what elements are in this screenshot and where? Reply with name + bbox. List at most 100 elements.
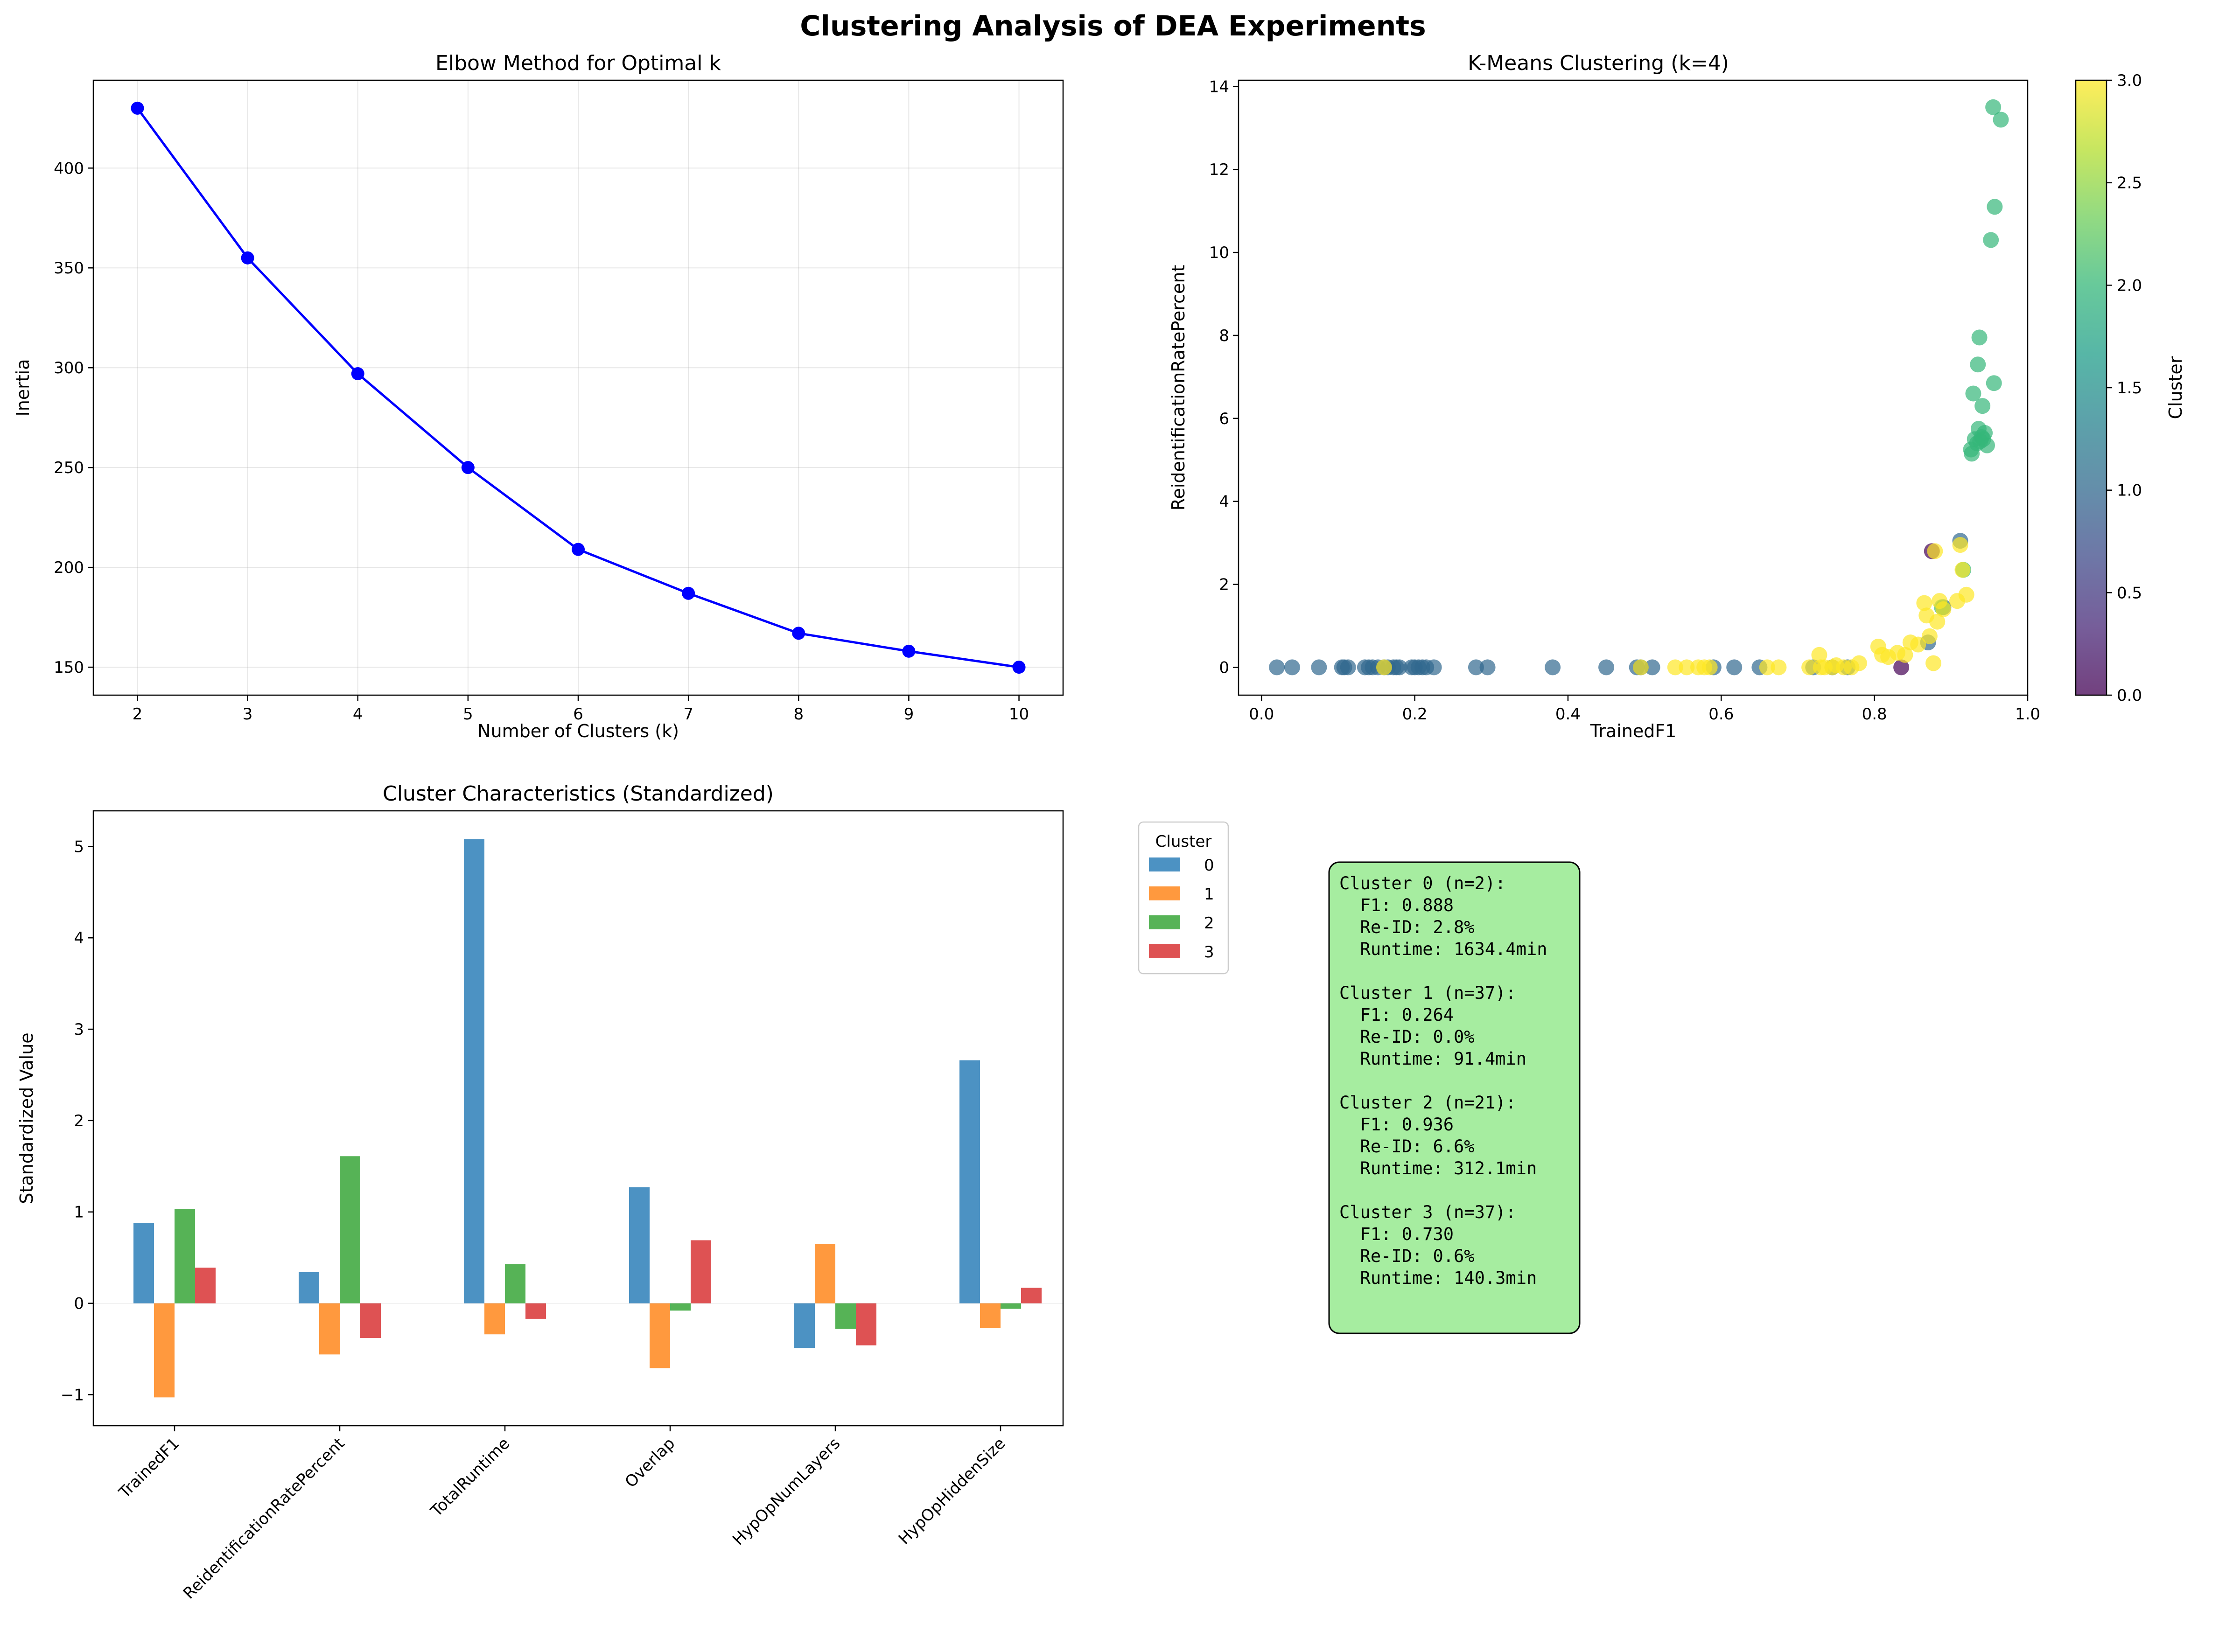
scatter-point-39 (1985, 99, 2002, 115)
scatter-xtick-label-0: 0.0 (1249, 705, 1274, 724)
legend-label-cluster-1: 1 (1204, 885, 1214, 904)
elbow-chart: Elbow Method for Optimal k 2 3 4 5 6 7 8 9 10 150… (13, 51, 1064, 741)
scatter-point-40 (1993, 112, 2009, 128)
elbow-xtick-label-4: 4 (353, 705, 363, 724)
legend-swatch-cluster-1 (1149, 886, 1180, 900)
scatter-point-43 (1971, 329, 1988, 346)
scatter-point-29 (1644, 659, 1660, 676)
bar-Overlap-cluster-1 (650, 1303, 670, 1368)
bar-ytick-label-5: 5 (74, 837, 84, 856)
scatter-point-69 (1801, 659, 1818, 676)
summary-cluster-1-reid: Re-ID: 0.0% (1339, 1027, 1475, 1047)
legend-label-cluster-2: 2 (1204, 914, 1214, 933)
scatter-point-47 (1974, 398, 1991, 414)
bar-HypOpNumLayers-cluster-1 (815, 1244, 835, 1303)
legend-label-cluster-0: 0 (1204, 856, 1214, 875)
scatter-xtick-label-0.8: 0.8 (1862, 705, 1887, 724)
bar-Overlap-cluster-0 (629, 1187, 650, 1303)
scatter-xtick-label-0.6: 0.6 (1708, 705, 1734, 724)
scatter-xtick-label-0.4: 0.4 (1555, 705, 1581, 724)
elbow-xtick-label-8: 8 (793, 705, 804, 724)
bar-frame (92, 810, 1064, 1427)
legend-swatch-cluster-3 (1149, 944, 1180, 958)
scatter-ticks: 0.0 0.2 0.4 0.6 0.8 1.0 0 2 4 6 8 10 12 14 (1209, 77, 2040, 724)
elbow-xtick-label-5: 5 (463, 705, 473, 724)
scatter-point-42 (1983, 232, 1999, 248)
scatter-ytick-label-6: 6 (1219, 410, 1229, 428)
scatter-point-46 (1965, 385, 1981, 402)
bar-HypOpNumLayers-cluster-2 (835, 1303, 856, 1329)
elbow-xtick-label-3: 3 (243, 705, 253, 724)
bar-TotalRuntime-cluster-2 (505, 1264, 525, 1303)
bar-ReidentificationRatePercent-cluster-0 (299, 1272, 319, 1303)
scatter-point-74 (1851, 655, 1867, 671)
bar-HypOpHiddenSize-cluster-2 (1001, 1303, 1021, 1309)
scatter-point-62 (1667, 659, 1683, 676)
legend-swatch-cluster-0 (1149, 857, 1180, 871)
elbow-title: Elbow Method for Optimal k (435, 51, 721, 75)
elbow-point-k8 (792, 627, 805, 640)
elbow-grid (93, 80, 1063, 695)
scatter-ylabel: ReidentificationRatePercent (1168, 265, 1189, 511)
summary-cluster-0-header: Cluster 0 (n=2): (1339, 873, 1505, 893)
scatter-point-84 (1921, 628, 1938, 644)
elbow-point-k7 (682, 586, 695, 600)
scatter-point-45 (1986, 375, 2002, 391)
bar-ReidentificationRatePercent-cluster-2 (340, 1156, 360, 1303)
elbow-xlabel: Number of Clusters (k) (477, 721, 679, 741)
scatter-point-22 (1426, 659, 1442, 676)
bar-TrainedF1-cluster-0 (133, 1223, 154, 1303)
colorbar-tick-label-1: 1.0 (2117, 481, 2142, 500)
scatter-point-16 (1391, 659, 1407, 676)
scatter-point-23 (1468, 659, 1484, 676)
scatter-point-86 (1927, 543, 1943, 559)
bar-ytick-label-0: 0 (74, 1295, 84, 1313)
summary-cluster-0-runtime: Runtime: 1634.4min (1339, 939, 1547, 959)
scatter-frame (1238, 79, 2029, 696)
elbow-point-k10 (1012, 661, 1026, 674)
cluster-characteristics-chart: Cluster Characteristics (Standardized) −… (16, 782, 1229, 1603)
bar-TotalRuntime-cluster-1 (484, 1303, 505, 1335)
scatter-point-81 (1910, 636, 1926, 653)
elbow-ytick-label-150: 150 (54, 658, 84, 677)
colorbar-tick-label-1.5: 1.5 (2117, 379, 2142, 397)
elbow-points (131, 101, 1026, 674)
colorbar-tick-label-0: 0.0 (2117, 686, 2142, 705)
bar-HypOpHiddenSize-cluster-3 (1021, 1288, 1042, 1303)
summary-cluster-3-runtime: Runtime: 140.3min (1339, 1268, 1537, 1288)
scatter-xtick-label-1: 1.0 (2015, 705, 2040, 724)
scatter-point-94 (1813, 659, 1829, 676)
scatter-point-3 (1284, 659, 1300, 676)
bar-category-label-TotalRuntime: TotalRuntime (427, 1434, 514, 1521)
bar-ytick-label-3: 3 (74, 1020, 84, 1039)
bar-TrainedF1-cluster-2 (175, 1209, 195, 1303)
legend-title: Cluster (1155, 832, 1212, 851)
elbow-ytick-label-200: 200 (54, 558, 84, 577)
elbow-ytick-label-350: 350 (54, 259, 84, 278)
elbow-ticks: 2 3 4 5 6 7 8 9 10 150 200 250 300 350 400 (54, 159, 1029, 724)
scatter-point-70 (1811, 647, 1827, 663)
scatter-point-44 (1970, 356, 1986, 373)
summary-cluster-3-reid: Re-ID: 0.6% (1339, 1246, 1475, 1266)
colorbar-tick-label-2.5: 2.5 (2117, 174, 2142, 193)
bar-HypOpNumLayers-cluster-3 (856, 1303, 876, 1345)
bar-ytick-label-1: 1 (74, 1203, 84, 1222)
scatter-xlabel: TrainedF1 (1590, 721, 1677, 741)
scatter-point-96 (1835, 659, 1852, 676)
bar-legend: Cluster 0 1 2 3 (1138, 821, 1229, 975)
scatter-point-26 (1598, 659, 1615, 676)
figure-suptitle: Clustering Analysis of DEA Experiments (800, 10, 1426, 42)
bar-TotalRuntime-cluster-3 (525, 1303, 546, 1319)
colorbar-tick-label-0.5: 0.5 (2117, 584, 2142, 602)
elbow-frame (92, 79, 1064, 696)
bar-ReidentificationRatePercent-cluster-1 (319, 1303, 340, 1355)
scatter-point-66 (1701, 659, 1718, 676)
bar-TrainedF1-cluster-3 (195, 1268, 216, 1303)
bar-HypOpNumLayers-cluster-0 (794, 1303, 815, 1348)
elbow-xtick-label-9: 9 (904, 705, 914, 724)
summary-background (1328, 861, 1581, 1334)
summary-cluster-1-runtime: Runtime: 91.4min (1339, 1049, 1526, 1069)
scatter-ytick-label-0: 0 (1219, 658, 1229, 677)
scatter-point-93 (1958, 586, 1974, 603)
